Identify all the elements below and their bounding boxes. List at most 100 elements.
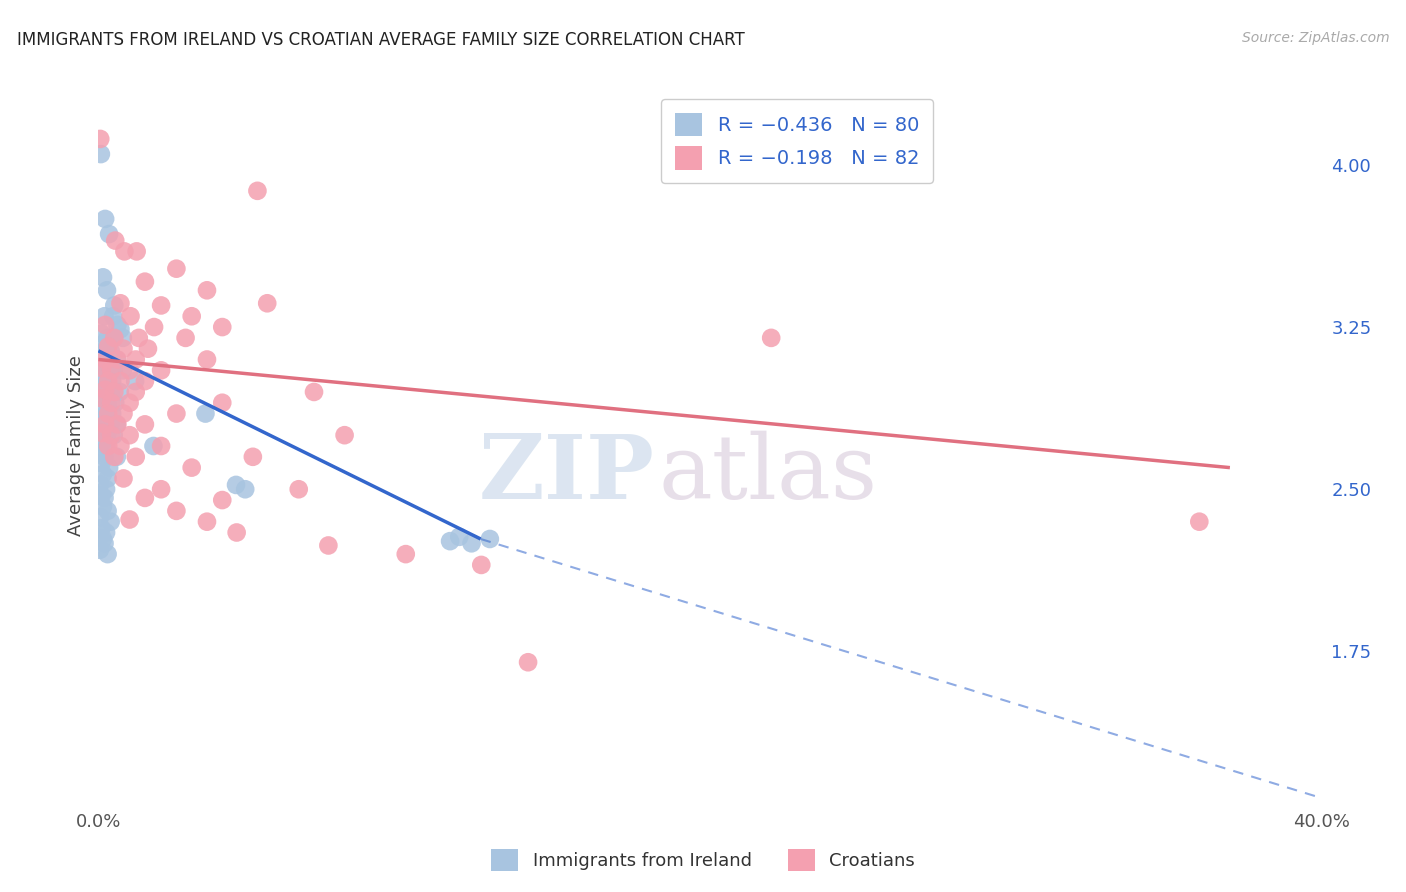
Point xyxy=(91,361,114,376)
Point xyxy=(333,428,356,442)
Point xyxy=(100,384,122,399)
Point xyxy=(112,407,135,421)
Point xyxy=(103,331,125,345)
Point xyxy=(136,342,159,356)
Point xyxy=(111,331,134,345)
Point xyxy=(89,510,111,524)
Point xyxy=(94,407,117,421)
Point xyxy=(233,482,256,496)
Point xyxy=(100,417,122,432)
Point xyxy=(460,536,482,550)
Point xyxy=(134,417,156,432)
Point xyxy=(91,392,114,406)
Point xyxy=(93,450,115,464)
Legend: Immigrants from Ireland, Croatians: Immigrants from Ireland, Croatians xyxy=(484,842,922,879)
Point xyxy=(125,450,148,464)
Point xyxy=(256,296,278,310)
Point xyxy=(110,374,132,388)
Point xyxy=(97,374,120,388)
Point xyxy=(97,407,120,421)
Point xyxy=(165,261,187,276)
Point xyxy=(110,322,132,336)
Point xyxy=(180,310,202,324)
Point xyxy=(165,504,187,518)
Point xyxy=(94,342,117,356)
Point xyxy=(90,424,112,438)
Point xyxy=(90,521,112,535)
Point xyxy=(98,460,121,475)
Point xyxy=(100,343,122,358)
Point xyxy=(100,363,122,377)
Point xyxy=(94,417,117,432)
Point xyxy=(94,352,117,367)
Point xyxy=(125,352,148,367)
Point xyxy=(97,471,120,485)
Legend: R = −0.436   N = 80, R = −0.198   N = 82: R = −0.436 N = 80, R = −0.198 N = 82 xyxy=(661,99,932,184)
Point xyxy=(98,352,121,367)
Point xyxy=(91,337,114,351)
Point xyxy=(94,211,117,226)
Point xyxy=(98,227,121,241)
Point xyxy=(93,310,115,324)
Point xyxy=(150,363,173,377)
Point xyxy=(103,450,125,464)
Point xyxy=(89,132,111,146)
Point xyxy=(94,482,117,496)
Y-axis label: Average Family Size: Average Family Size xyxy=(66,356,84,536)
Point xyxy=(439,534,461,549)
Point xyxy=(105,352,128,367)
Point xyxy=(134,491,156,505)
Point xyxy=(91,500,114,514)
Point xyxy=(108,384,131,399)
Point xyxy=(242,450,264,464)
Point xyxy=(103,363,125,377)
Point xyxy=(97,363,120,377)
Point xyxy=(93,536,115,550)
Point xyxy=(101,310,124,324)
Point xyxy=(97,439,120,453)
Point xyxy=(287,482,309,496)
Point xyxy=(118,428,141,442)
Point xyxy=(225,478,247,492)
Point xyxy=(90,392,112,406)
Point xyxy=(94,374,117,388)
Point xyxy=(449,530,471,544)
Point xyxy=(110,439,132,453)
Point xyxy=(211,320,233,334)
Point xyxy=(517,655,540,669)
Point xyxy=(94,525,117,540)
Point xyxy=(91,425,114,440)
Point xyxy=(470,558,492,572)
Text: ZIP: ZIP xyxy=(479,431,655,518)
Point xyxy=(110,296,132,310)
Point xyxy=(97,339,120,353)
Point xyxy=(211,396,233,410)
Point xyxy=(97,331,120,345)
Point xyxy=(125,244,148,259)
Point xyxy=(174,331,197,345)
Point xyxy=(111,363,134,377)
Point xyxy=(97,425,120,440)
Point xyxy=(105,450,128,464)
Point xyxy=(143,320,166,334)
Point xyxy=(90,359,112,373)
Point xyxy=(93,491,115,505)
Point xyxy=(211,493,233,508)
Point xyxy=(91,369,114,384)
Point xyxy=(118,512,141,526)
Point xyxy=(90,326,112,341)
Point xyxy=(195,283,218,297)
Point xyxy=(91,270,114,285)
Point xyxy=(94,318,117,332)
Point xyxy=(225,525,247,540)
Point xyxy=(761,331,783,345)
Point xyxy=(150,439,173,453)
Point xyxy=(105,318,128,332)
Point xyxy=(105,352,128,367)
Point xyxy=(103,384,125,399)
Point xyxy=(165,407,187,421)
Point xyxy=(91,434,114,449)
Point xyxy=(94,439,117,453)
Point xyxy=(180,460,202,475)
Point xyxy=(93,352,115,367)
